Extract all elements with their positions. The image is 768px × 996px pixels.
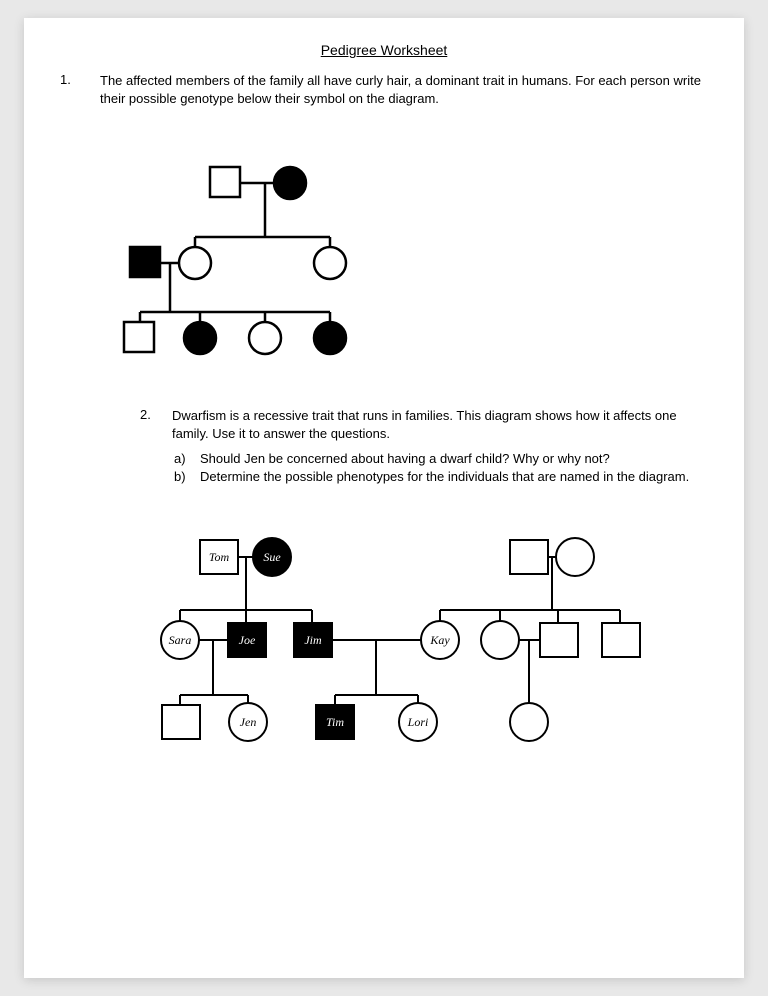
- svg-text:Sue: Sue: [263, 550, 281, 564]
- question-2: 2. Dwarfism is a recessive trait that ru…: [140, 407, 708, 485]
- q2b-text: Determine the possible phenotypes for th…: [200, 468, 689, 486]
- svg-text:Kay: Kay: [429, 633, 450, 647]
- q1-text: The affected members of the family all h…: [100, 72, 708, 107]
- pedigree-diagram-1: [120, 147, 708, 367]
- svg-text:Jim: Jim: [304, 633, 322, 647]
- pedigree-diagram-2: Tom Sue Sara Joe Jim Kay Jen Tim Lori: [140, 525, 708, 755]
- svg-text:Joe: Joe: [239, 633, 256, 647]
- q2a: a) Should Jen be concerned about having …: [174, 450, 708, 468]
- page-title: Pedigree Worksheet: [60, 42, 708, 58]
- svg-text:Tim: Tim: [326, 715, 344, 729]
- q2a-letter: a): [174, 450, 192, 468]
- svg-text:Lori: Lori: [407, 715, 429, 729]
- q2-number: 2.: [140, 407, 160, 442]
- q2a-text: Should Jen be concerned about having a d…: [200, 450, 610, 468]
- q2b-letter: b): [174, 468, 192, 486]
- svg-text:Sara: Sara: [169, 633, 192, 647]
- question-1: 1. The affected members of the family al…: [60, 72, 708, 107]
- q2-text: Dwarfism is a recessive trait that runs …: [172, 407, 708, 442]
- svg-text:Jen: Jen: [240, 715, 257, 729]
- q2-sublist: a) Should Jen be concerned about having …: [174, 450, 708, 485]
- q2b: b) Determine the possible phenotypes for…: [174, 468, 708, 486]
- worksheet-page: Pedigree Worksheet 1. The affected membe…: [24, 18, 744, 978]
- svg-text:Tom: Tom: [209, 550, 230, 564]
- q1-number: 1.: [60, 72, 72, 87]
